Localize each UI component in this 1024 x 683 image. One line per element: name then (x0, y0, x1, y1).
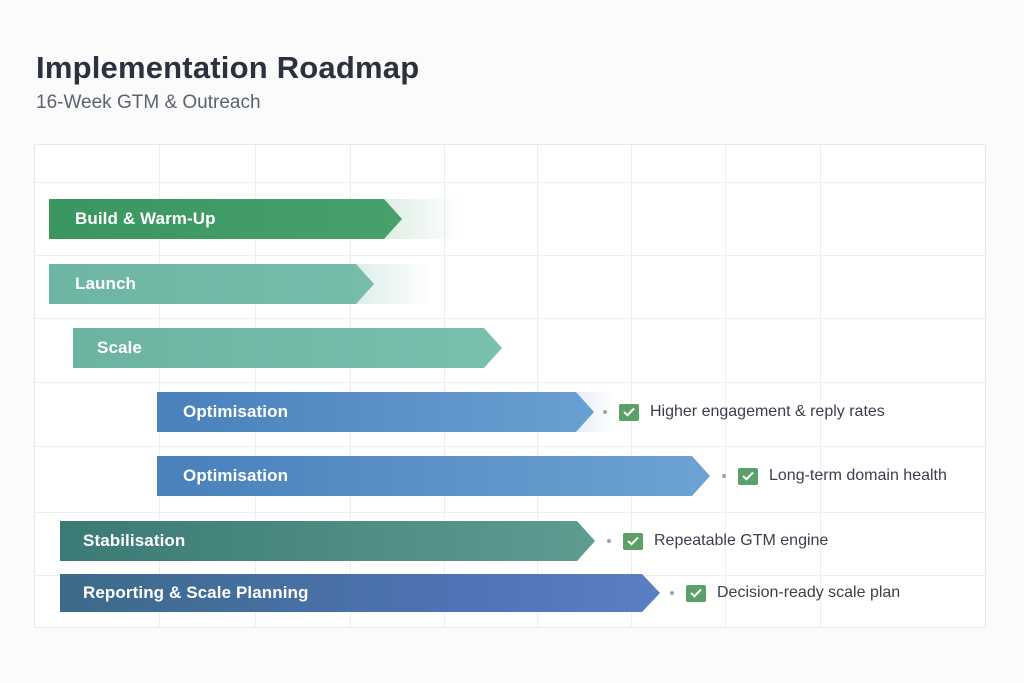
phase-bar-launch: Launch (49, 264, 374, 304)
phase-label: Stabilisation (83, 531, 186, 550)
grid-row-line (35, 382, 985, 383)
grid-column-line (820, 145, 821, 627)
bullet-dot-icon (722, 474, 726, 478)
grid-column-line (444, 145, 445, 627)
phase-label: Optimisation (183, 402, 289, 421)
grid-column-line (350, 145, 351, 627)
phase-label: Build & Warm-Up (75, 209, 216, 228)
phase-bar-stabilisation: Stabilisation (60, 521, 595, 561)
grid-row-line (35, 318, 985, 319)
phase-bar-reporting-scale-planning: Reporting & Scale Planning (60, 574, 660, 612)
grid-row-line (35, 512, 985, 513)
outcome-label: Higher engagement & reply rates (650, 403, 885, 420)
grid-column-line (537, 145, 538, 627)
grid-column-line (255, 145, 256, 627)
checkmark-icon (619, 403, 639, 421)
page-subtitle: 16-Week GTM & Outreach (36, 92, 261, 113)
phase-label: Launch (75, 274, 137, 293)
outcome-label: Decision-ready scale plan (717, 584, 901, 601)
checkmark-icon (738, 467, 758, 485)
phase-label: Reporting & Scale Planning (83, 583, 309, 602)
outcome-label: Repeatable GTM engine (654, 532, 829, 549)
grid-row-line (35, 182, 985, 183)
page-title: Implementation Roadmap (36, 50, 420, 85)
grid-row-line (35, 255, 985, 256)
outcome-item: Long-term domain health (722, 465, 947, 487)
bullet-dot-icon (670, 591, 674, 595)
grid-row-line (35, 446, 985, 447)
phase-label: Scale (97, 338, 142, 357)
bullet-dot-icon (603, 410, 607, 414)
grid-column-line (725, 145, 726, 627)
outcome-item: Decision-ready scale plan (670, 582, 900, 604)
bullet-dot-icon (607, 539, 611, 543)
checkmark-icon (686, 584, 706, 602)
grid-column-line (159, 145, 160, 627)
checkmark-icon (623, 532, 643, 550)
outcome-item: Repeatable GTM engine (607, 530, 828, 552)
outcome-item: Higher engagement & reply rates (603, 401, 885, 423)
phase-label: Optimisation (183, 466, 289, 485)
phase-bar-optimisation-1: Optimisation (157, 392, 594, 432)
phase-bar-optimisation-2: Optimisation (157, 456, 710, 496)
grid-column-line (631, 145, 632, 627)
phase-bar-build-warm-up: Build & Warm-Up (49, 199, 402, 239)
phase-bar-scale: Scale (73, 328, 502, 368)
outcome-label: Long-term domain health (769, 467, 947, 484)
